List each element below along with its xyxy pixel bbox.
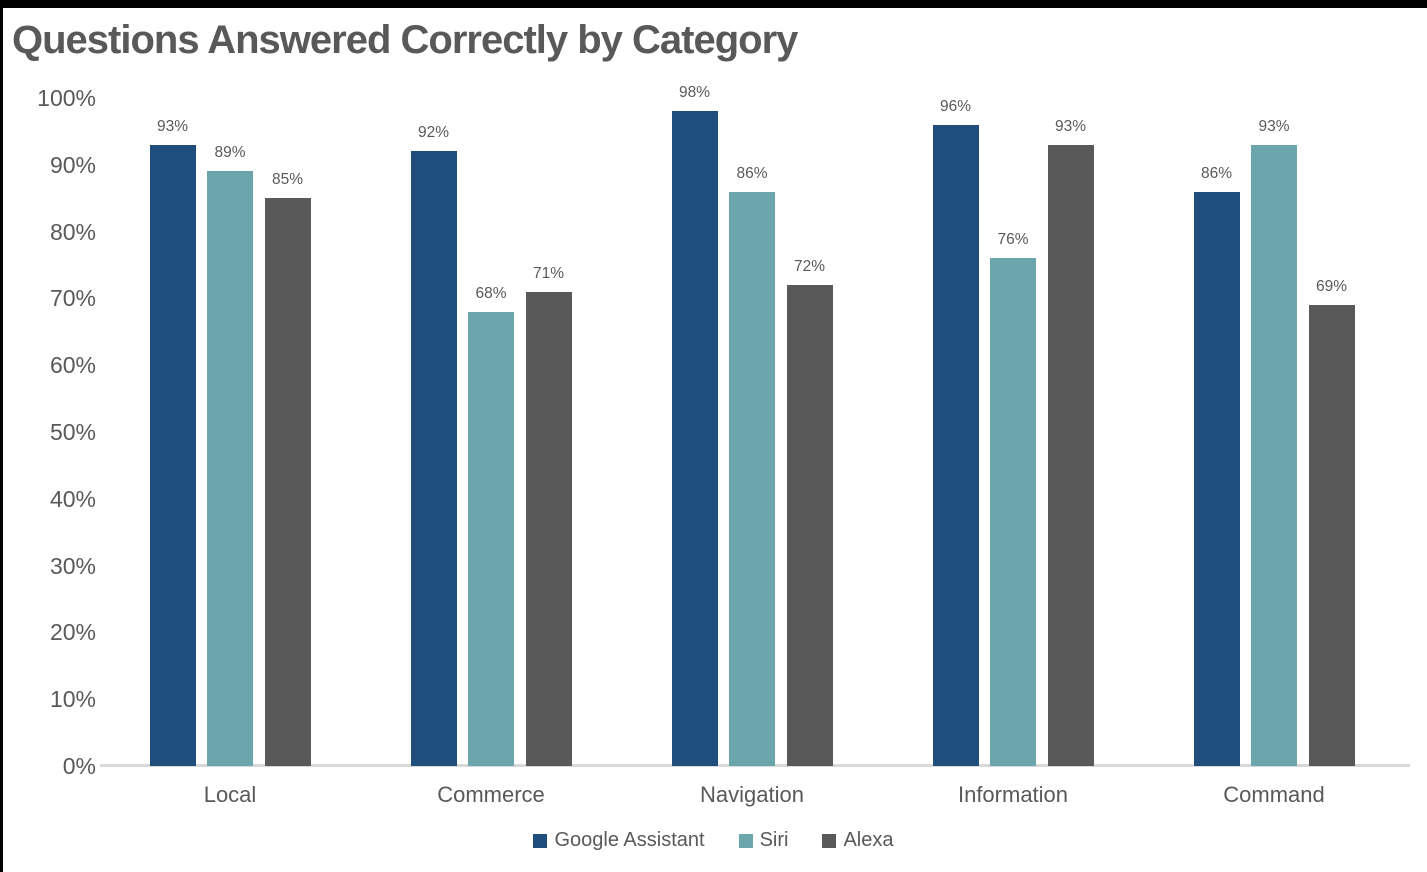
- category-label-navigation: Navigation: [700, 782, 804, 807]
- bar-alexa-command: [1308, 305, 1355, 766]
- category-label-command: Command: [1223, 782, 1325, 807]
- legend-swatch-icon: [822, 833, 837, 848]
- data-label: 96%: [939, 97, 972, 115]
- data-label: 89%: [214, 144, 246, 162]
- data-label: 93%: [1054, 117, 1087, 135]
- data-label: 86%: [1200, 164, 1233, 182]
- legend-item-siri: Siri: [738, 829, 789, 852]
- data-label: 93%: [156, 117, 189, 135]
- data-label: 93%: [1258, 117, 1290, 135]
- bar-google-assistant-information: [932, 124, 979, 766]
- y-axis-tick-label: 10%: [49, 686, 96, 713]
- y-axis-tick-label: 50%: [49, 419, 96, 445]
- bar-google-assistant-local: [149, 144, 196, 766]
- bar-alexa-navigation: [786, 285, 833, 766]
- bar-siri-local: [207, 171, 253, 766]
- data-label: 71%: [532, 264, 565, 282]
- window-left-border: [0, 0, 3, 872]
- bar-siri-information: [990, 258, 1036, 766]
- window-top-border: [0, 0, 1427, 8]
- bar-siri-navigation: [729, 191, 775, 766]
- legend-label: Siri: [759, 829, 789, 851]
- legend: Google Assistant Siri Alexa: [0, 829, 1427, 852]
- bar-google-assistant-navigation: [671, 111, 718, 766]
- bar-alexa-information: [1047, 144, 1094, 766]
- y-axis-tick-label: 90%: [49, 151, 96, 178]
- data-label: 85%: [271, 171, 304, 189]
- chart-title: Questions Answered Correctly by Category: [12, 18, 798, 62]
- legend-item-google-assistant: Google Assistant: [533, 829, 705, 852]
- data-label: 69%: [1315, 278, 1348, 296]
- data-label: 92%: [417, 124, 450, 142]
- legend-item-alexa: Alexa: [822, 829, 894, 852]
- y-axis-tick-label: 30%: [49, 552, 96, 579]
- bar-alexa-local: [264, 198, 311, 766]
- bar-alexa-commerce: [525, 291, 572, 766]
- category-label-commerce: Commerce: [437, 782, 545, 807]
- data-label: 86%: [736, 164, 768, 182]
- category-label-information: Information: [957, 782, 1069, 807]
- category-label-local: Local: [203, 782, 257, 807]
- y-axis-tick-label: 40%: [49, 485, 96, 512]
- data-label: 76%: [997, 231, 1029, 249]
- bar-siri-command: [1251, 144, 1297, 766]
- data-label: 68%: [475, 284, 507, 302]
- bar-siri-commerce: [468, 311, 514, 766]
- y-axis-tick-label: 100%: [37, 85, 96, 111]
- legend-swatch-icon: [533, 833, 548, 848]
- y-axis-tick-label: 70%: [49, 285, 96, 312]
- legend-swatch-icon: [738, 833, 753, 848]
- legend-label: Google Assistant: [554, 829, 705, 851]
- bar-google-assistant-command: [1193, 191, 1240, 766]
- y-axis-tick-label: 80%: [49, 218, 96, 245]
- data-label: 98%: [678, 84, 711, 102]
- bar-google-assistant-commerce: [410, 151, 457, 766]
- y-axis-tick-label: 60%: [49, 352, 96, 379]
- y-axis-tick-label: 20%: [49, 619, 96, 646]
- data-label: 72%: [793, 258, 826, 276]
- y-axis-tick-label: 0%: [62, 753, 96, 779]
- legend-label: Alexa: [843, 829, 894, 851]
